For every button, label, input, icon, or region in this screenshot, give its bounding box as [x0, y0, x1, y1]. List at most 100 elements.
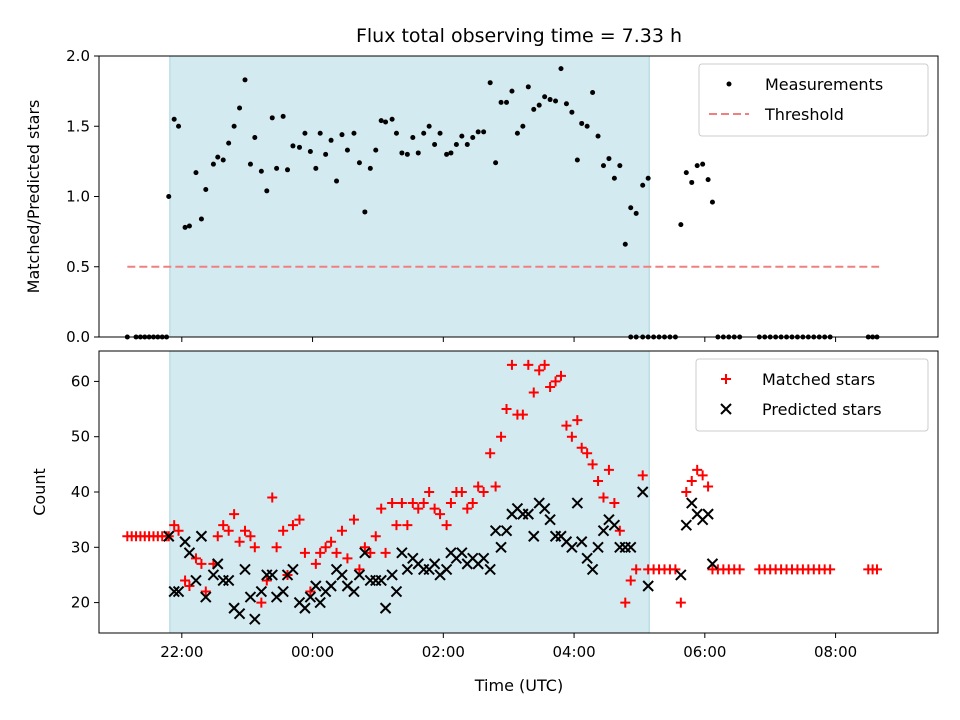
data-point — [453, 142, 459, 148]
data-point — [370, 531, 381, 542]
data-point — [393, 130, 399, 136]
data-point — [375, 574, 387, 587]
data-point — [705, 177, 711, 183]
data-point — [242, 77, 248, 83]
x-tick-label: 22:00 — [160, 643, 203, 661]
data-point — [339, 132, 345, 138]
data-point — [608, 519, 621, 531]
data-point — [229, 509, 240, 520]
data-point — [544, 513, 556, 526]
data-point — [640, 182, 646, 188]
data-point — [569, 109, 575, 115]
data-point — [501, 404, 512, 415]
data-point — [418, 498, 429, 509]
count-panel: 20 30 40 50 60 22:00 00:00 02:00 04:00 06:00 08:00… — [30, 350, 939, 661]
y-tick-label: 30 — [71, 538, 90, 556]
data-point — [437, 130, 443, 136]
data-point — [572, 415, 583, 426]
x-tick-label: 08:00 — [814, 643, 857, 661]
data-point — [628, 205, 634, 211]
data-point — [523, 359, 534, 370]
data-point — [600, 163, 606, 169]
legend-label: Threshold — [764, 105, 844, 124]
data-point — [462, 503, 473, 514]
data-point — [625, 541, 637, 554]
data-point — [247, 161, 253, 167]
y-axis-label: Count — [30, 468, 49, 516]
data-point — [266, 569, 278, 581]
data-point — [456, 487, 467, 497]
data-point — [315, 547, 326, 558]
data-point — [464, 142, 470, 148]
legend-label: Measurements — [765, 75, 883, 94]
data-point — [172, 585, 185, 598]
data-point — [553, 98, 559, 104]
data-point — [445, 498, 456, 509]
data-point — [477, 552, 490, 565]
data-point — [226, 140, 232, 146]
data-point — [606, 156, 612, 162]
data-point — [207, 569, 220, 581]
data-point — [299, 547, 310, 558]
data-point — [336, 569, 348, 581]
data-point — [399, 150, 405, 156]
data-point — [444, 151, 450, 157]
data-point — [200, 591, 212, 603]
data-point — [415, 150, 421, 156]
data-point — [642, 580, 654, 592]
data-point — [734, 564, 745, 575]
data-point — [561, 420, 572, 431]
data-point — [675, 597, 686, 608]
data-point — [680, 519, 693, 531]
y-tick-label: 60 — [71, 372, 90, 390]
data-point — [351, 130, 357, 136]
data-point — [456, 547, 468, 559]
data-point — [566, 541, 578, 554]
data-point — [348, 585, 360, 598]
data-point — [467, 498, 478, 509]
data-point — [359, 547, 371, 559]
data-point — [314, 596, 326, 609]
y-tick-label: 50 — [71, 428, 90, 446]
data-point — [428, 558, 441, 570]
data-point — [356, 160, 362, 166]
data-point — [637, 470, 648, 481]
data-point — [264, 188, 270, 194]
data-point — [558, 66, 564, 72]
data-point — [176, 123, 182, 129]
x-tick-label: 06:00 — [683, 643, 726, 661]
data-point — [871, 564, 882, 575]
data-point — [323, 151, 329, 157]
data-point — [407, 498, 418, 509]
x-tick-label: 02:00 — [422, 643, 465, 661]
data-point — [694, 163, 700, 169]
data-point — [545, 381, 556, 392]
data-point — [310, 580, 322, 592]
data-point — [595, 133, 601, 139]
y-tick-label: 1.0 — [66, 188, 90, 206]
data-point — [353, 569, 366, 581]
legend-box — [698, 63, 929, 137]
series-measurements — [124, 66, 880, 340]
data-point — [617, 163, 623, 169]
data-point — [528, 530, 540, 542]
data-point — [478, 487, 489, 497]
data-point — [584, 123, 590, 129]
legend: Measurements Threshold — [698, 63, 929, 137]
legend: Matched stars Predicted stars — [695, 358, 929, 432]
data-point — [255, 585, 268, 598]
data-point — [166, 194, 172, 199]
data-point — [380, 547, 391, 558]
data-point — [575, 536, 588, 548]
data-point — [489, 524, 502, 537]
data-point — [376, 503, 387, 514]
data-point — [678, 222, 684, 228]
series-matched-stars — [122, 359, 882, 608]
legend-swatch — [720, 403, 732, 415]
data-point — [269, 115, 275, 121]
data-point — [528, 387, 539, 398]
data-point — [287, 520, 298, 531]
data-point — [186, 223, 192, 229]
data-point — [173, 525, 184, 536]
data-point — [240, 525, 251, 536]
